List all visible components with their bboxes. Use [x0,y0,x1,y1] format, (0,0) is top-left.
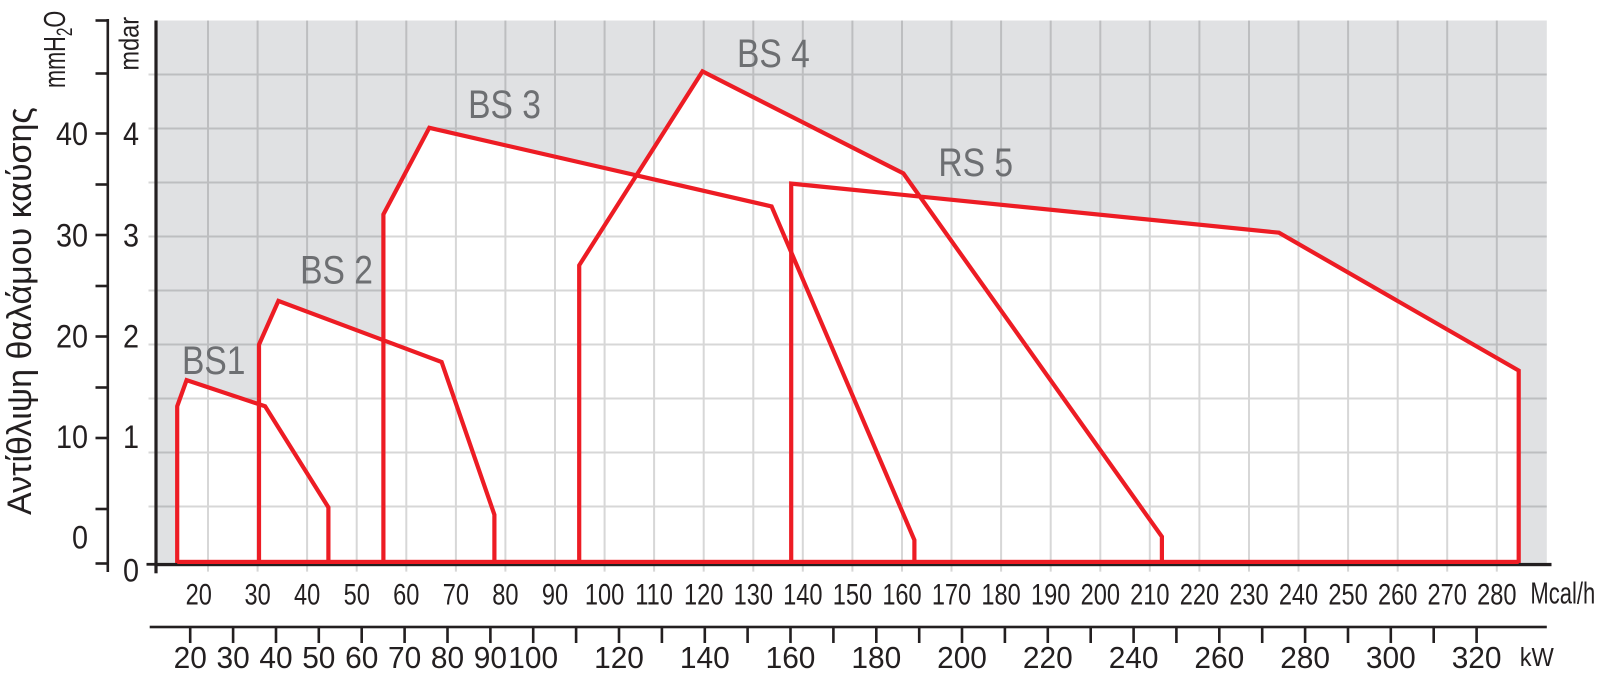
svg-text:100: 100 [585,578,624,611]
svg-text:250: 250 [1328,578,1367,611]
svg-text:180: 180 [981,578,1020,611]
svg-text:60: 60 [393,578,419,611]
svg-text:1: 1 [123,420,139,456]
svg-text:160: 160 [882,578,921,611]
svg-text:40: 40 [56,117,88,153]
svg-text:30: 30 [244,578,270,611]
svg-text:Αντίθλιψη θαλάμου καύσης: Αντίθλιψη θαλάμου καύσης [1,107,39,515]
svg-text:mmH2O: mmH2O [37,11,78,88]
svg-text:220: 220 [1023,642,1073,675]
svg-text:70: 70 [443,578,469,611]
svg-text:20: 20 [174,642,207,675]
svg-text:240: 240 [1279,578,1318,611]
svg-text:kW: kW [1520,644,1555,672]
svg-text:50: 50 [302,642,335,675]
svg-text:270: 270 [1428,578,1467,611]
svg-text:BS 4: BS 4 [737,32,810,76]
svg-text:260: 260 [1194,642,1244,675]
svg-text:BS 2: BS 2 [300,248,373,292]
svg-text:90: 90 [474,642,507,675]
svg-text:30: 30 [216,642,249,675]
svg-text:240: 240 [1109,642,1159,675]
svg-text:180: 180 [851,642,901,675]
svg-text:190: 190 [1031,578,1070,611]
svg-text:40: 40 [259,642,292,675]
svg-text:280: 280 [1477,578,1516,611]
svg-text:4: 4 [123,117,139,153]
svg-text:120: 120 [684,578,723,611]
svg-text:20: 20 [56,319,88,355]
svg-text:100: 100 [508,642,558,675]
svg-text:80: 80 [431,642,464,675]
svg-text:70: 70 [388,642,421,675]
svg-text:2: 2 [123,319,139,355]
svg-text:50: 50 [344,578,370,611]
svg-text:40: 40 [294,578,320,611]
svg-text:210: 210 [1130,578,1169,611]
svg-text:200: 200 [1081,578,1120,611]
svg-text:90: 90 [542,578,568,611]
svg-text:230: 230 [1229,578,1268,611]
svg-text:220: 220 [1180,578,1219,611]
svg-text:140: 140 [783,578,822,611]
svg-text:150: 150 [833,578,872,611]
svg-text:120: 120 [594,642,644,675]
svg-text:200: 200 [937,642,987,675]
svg-text:BS 3: BS 3 [468,82,541,126]
svg-text:0: 0 [72,520,88,556]
svg-text:Mcal/h: Mcal/h [1530,576,1595,611]
svg-text:160: 160 [766,642,816,675]
svg-text:3: 3 [123,218,139,254]
svg-text:20: 20 [186,578,212,611]
svg-text:80: 80 [492,578,518,611]
svg-text:mdar: mdar [115,17,145,71]
svg-text:260: 260 [1378,578,1417,611]
svg-text:10: 10 [56,420,88,456]
svg-text:RS 5: RS 5 [938,140,1013,184]
svg-text:320: 320 [1452,642,1502,675]
svg-text:110: 110 [635,578,673,611]
svg-text:30: 30 [56,218,88,254]
svg-text:280: 280 [1280,642,1330,675]
svg-text:170: 170 [932,578,971,611]
svg-text:60: 60 [345,642,378,675]
svg-text:140: 140 [680,642,730,675]
svg-text:0: 0 [123,553,139,589]
svg-text:BS1: BS1 [182,339,245,383]
svg-text:300: 300 [1366,642,1416,675]
svg-text:130: 130 [734,578,773,611]
